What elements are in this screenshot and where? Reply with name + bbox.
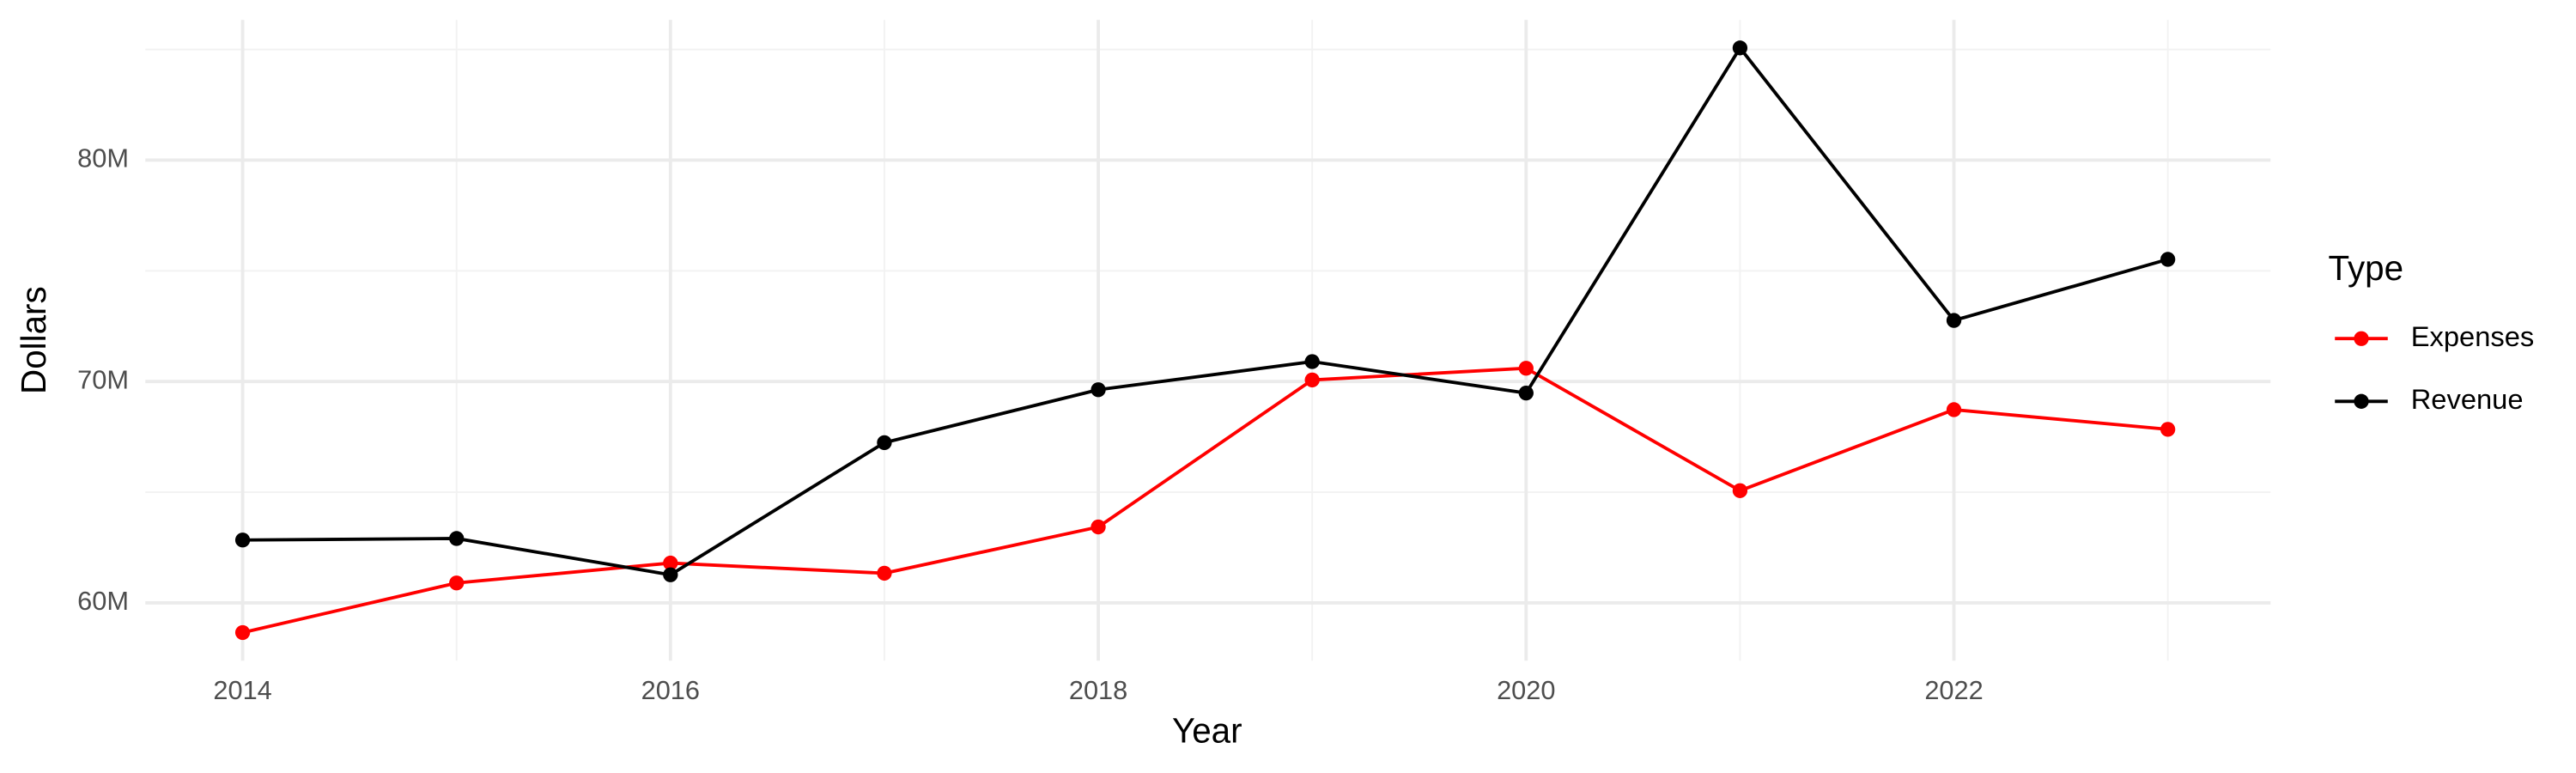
data-point (1946, 313, 1962, 328)
data-point (2160, 252, 2176, 267)
data-point (234, 533, 251, 548)
legend-title: Type (2329, 248, 2404, 288)
x-tick-label: 2016 (641, 675, 700, 705)
x-axis-title: Year (1172, 711, 1242, 751)
y-tick-label: 70M (77, 364, 129, 394)
data-point (1946, 402, 1962, 417)
x-tick-label: 2018 (1069, 675, 1127, 705)
legend-label: Revenue (2411, 383, 2524, 415)
data-point (1091, 519, 1106, 535)
data-point (877, 565, 892, 581)
series-line (242, 45, 2169, 577)
data-point (2160, 422, 2176, 437)
legend-key-point (2354, 331, 2369, 346)
y-axis-title: Dollars (14, 286, 53, 394)
data-point (663, 555, 678, 571)
data-point (1518, 385, 1534, 401)
legend-key-point (2354, 393, 2369, 409)
data-point (1304, 372, 1320, 388)
x-tick-label: 2020 (1497, 675, 1555, 705)
x-tick-label: 2014 (213, 675, 271, 705)
data-point (1091, 382, 1106, 398)
data-point (1518, 361, 1534, 376)
data-point (1304, 354, 1320, 369)
data-point (877, 435, 892, 451)
data-point (234, 624, 251, 641)
series-line (242, 366, 2168, 635)
data-point (1732, 483, 1748, 498)
y-tick-label: 60M (77, 586, 129, 616)
y-tick-label: 80M (77, 143, 129, 173)
data-point (449, 575, 465, 591)
data-point (663, 567, 678, 582)
data-point (1732, 40, 1748, 56)
legend-label: Expenses (2411, 320, 2535, 352)
x-tick-label: 2022 (1924, 675, 1983, 705)
data-point (449, 531, 465, 546)
